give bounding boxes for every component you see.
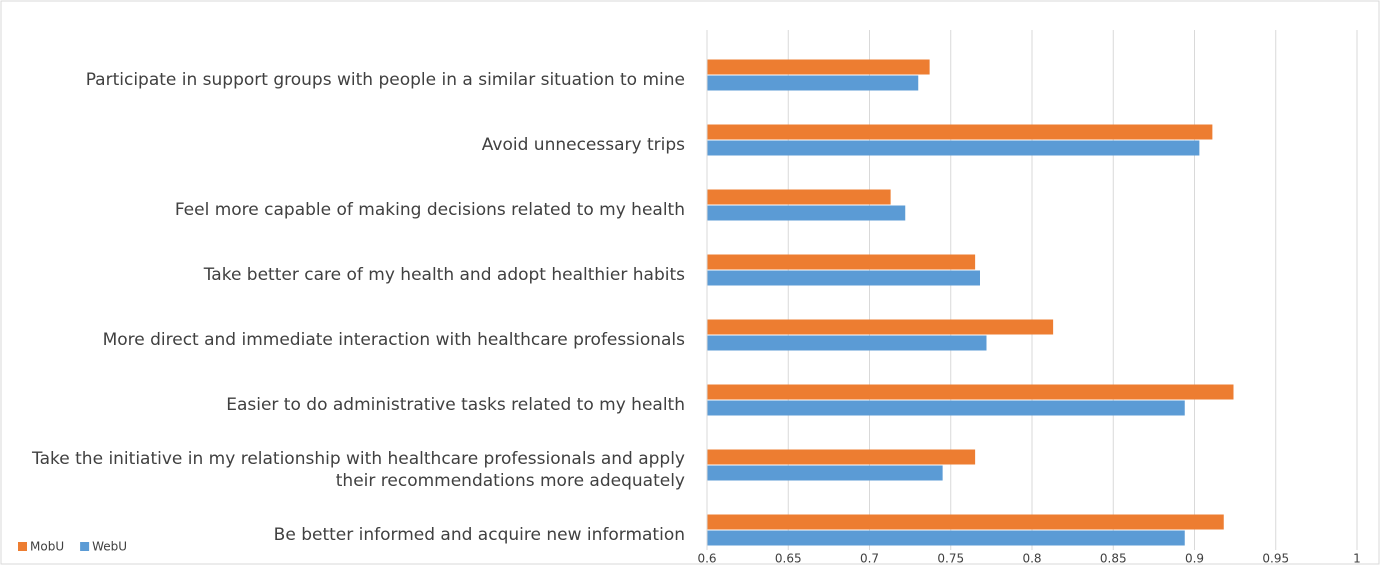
bar xyxy=(707,449,976,465)
x-tick-label: 0.85 xyxy=(1100,552,1127,566)
x-tick-label: 0.95 xyxy=(1262,552,1289,566)
x-tick-label: 0.65 xyxy=(775,552,802,566)
category-label: Avoid unnecessary trips xyxy=(481,134,685,155)
bar xyxy=(707,140,1200,156)
category-label: Be better informed and acquire new infor… xyxy=(273,524,685,545)
x-tick-label: 0.9 xyxy=(1185,552,1204,566)
bar xyxy=(707,189,891,205)
category-label: Feel more capable of making decisions re… xyxy=(174,199,685,220)
bar xyxy=(707,384,1234,400)
x-tick-label: 0.7 xyxy=(860,552,879,566)
category-label: Participate in support groups with peopl… xyxy=(85,69,685,90)
legend-label: MobU xyxy=(30,540,64,554)
bar xyxy=(707,59,930,75)
category-label: Take the initiative in my relationship w… xyxy=(32,448,685,491)
bar xyxy=(707,335,987,351)
bar xyxy=(707,465,943,481)
bar xyxy=(707,124,1213,140)
bar xyxy=(707,270,980,286)
x-tick-label: 0.75 xyxy=(937,552,964,566)
bar xyxy=(707,530,1185,546)
x-tick-label: 1 xyxy=(1353,552,1361,566)
category-label: More direct and immediate interaction wi… xyxy=(102,329,685,350)
x-tick-label: 0.6 xyxy=(697,552,716,566)
bar xyxy=(707,400,1185,416)
bar xyxy=(707,254,976,270)
legend-label: WebU xyxy=(92,540,127,554)
bar xyxy=(707,514,1224,530)
bar xyxy=(707,319,1054,335)
bar xyxy=(707,75,919,91)
category-label: Take better care of my health and adopt … xyxy=(203,264,685,285)
category-label: Easier to do administrative tasks relate… xyxy=(226,394,685,415)
x-tick-label: 0.8 xyxy=(1022,552,1041,566)
legend-swatch xyxy=(80,542,90,551)
legend-swatch xyxy=(18,542,27,551)
bar xyxy=(707,205,906,221)
